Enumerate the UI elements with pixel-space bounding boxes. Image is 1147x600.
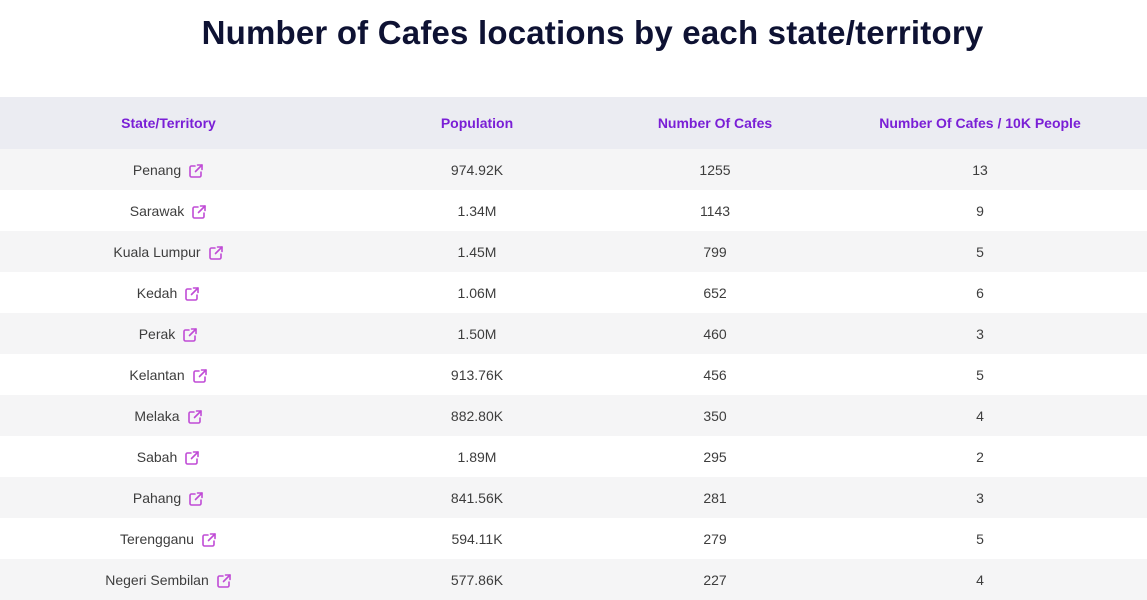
external-link-icon[interactable] bbox=[201, 532, 217, 548]
state-link[interactable]: Terengganu bbox=[120, 531, 217, 547]
state-name[interactable]: Penang bbox=[132, 161, 182, 178]
header-population[interactable]: Population bbox=[440, 115, 514, 131]
table-row: Penang 974.92K 1255 13 bbox=[0, 149, 1147, 190]
cafes-per-10k-cell: 13 bbox=[972, 161, 988, 178]
cafes-cell: 227 bbox=[703, 571, 727, 588]
cafes-per-10k-cell: 6 bbox=[976, 284, 984, 301]
state-name[interactable]: Kuala Lumpur bbox=[113, 243, 201, 260]
cafes-per-10k-cell: 4 bbox=[976, 407, 984, 424]
external-link-icon[interactable] bbox=[188, 491, 204, 507]
external-link-icon[interactable] bbox=[184, 286, 200, 302]
state-cell: Pahang bbox=[0, 477, 337, 518]
cafes-cell: 456 bbox=[703, 366, 727, 383]
state-name[interactable]: Melaka bbox=[134, 407, 180, 424]
cafes-per-10k-cell: 5 bbox=[976, 366, 984, 383]
population-cell: 1.06M bbox=[457, 284, 497, 301]
cafes-table: State/Territory Population Number Of Caf… bbox=[0, 97, 1147, 600]
cafes-cell: 1143 bbox=[699, 202, 731, 219]
state-cell: Kuala Lumpur bbox=[0, 231, 337, 272]
state-cell: Terengganu bbox=[0, 518, 337, 559]
table-row: Terengganu 594.11K 279 5 bbox=[0, 518, 1147, 559]
table-row: Sabah 1.89M 295 2 bbox=[0, 436, 1147, 477]
state-link[interactable]: Pahang bbox=[133, 490, 204, 506]
cafes-cell: 460 bbox=[703, 325, 727, 342]
cafes-per-10k-cell: 3 bbox=[976, 489, 984, 506]
external-link-icon[interactable] bbox=[188, 163, 204, 179]
cafes-per-10k-cell: 4 bbox=[976, 571, 984, 588]
header-state[interactable]: State/Territory bbox=[121, 115, 216, 131]
population-cell: 1.50M bbox=[457, 325, 497, 342]
state-cell: Perak bbox=[0, 313, 337, 354]
cafes-cell: 279 bbox=[703, 530, 727, 547]
state-link[interactable]: Melaka bbox=[134, 408, 202, 424]
state-cell: Kedah bbox=[0, 272, 337, 313]
cafes-per-10k-cell: 2 bbox=[976, 448, 984, 465]
state-cell: Sabah bbox=[0, 436, 337, 477]
state-link[interactable]: Kedah bbox=[137, 285, 200, 301]
cafes-cell: 799 bbox=[703, 243, 727, 260]
cafes-cell: 350 bbox=[703, 407, 727, 424]
state-cell: Kelantan bbox=[0, 354, 337, 395]
table-row: Kuala Lumpur 1.45M 799 5 bbox=[0, 231, 1147, 272]
external-link-icon[interactable] bbox=[191, 204, 207, 220]
table-row: Perak 1.50M 460 3 bbox=[0, 313, 1147, 354]
state-link[interactable]: Negeri Sembilan bbox=[105, 572, 232, 588]
external-link-icon[interactable] bbox=[182, 327, 198, 343]
population-cell: 1.34M bbox=[457, 202, 497, 219]
population-cell: 841.56K bbox=[450, 489, 504, 506]
state-name[interactable]: Kedah bbox=[136, 284, 178, 301]
state-cell: Penang bbox=[0, 149, 337, 190]
state-link[interactable]: Kelantan bbox=[129, 367, 207, 383]
cafes-per-10k-cell: 5 bbox=[976, 530, 984, 547]
table-header-row: State/Territory Population Number Of Caf… bbox=[0, 97, 1147, 149]
table-row: Kedah 1.06M 652 6 bbox=[0, 272, 1147, 313]
external-link-icon[interactable] bbox=[208, 245, 224, 261]
state-link[interactable]: Sarawak bbox=[130, 203, 207, 219]
table-body: Penang 974.92K 1255 13 Sarawak 1.34M 1143 9 Kual… bbox=[0, 149, 1147, 600]
state-name[interactable]: Kelantan bbox=[129, 366, 185, 383]
table-row: Melaka 882.80K 350 4 bbox=[0, 395, 1147, 436]
state-name[interactable]: Sabah bbox=[136, 448, 178, 465]
cafes-cell: 295 bbox=[703, 448, 727, 465]
state-link[interactable]: Kuala Lumpur bbox=[113, 244, 223, 260]
cafes-cell: 1255 bbox=[699, 161, 731, 178]
population-cell: 882.80K bbox=[450, 407, 504, 424]
table-row: Kelantan 913.76K 456 5 bbox=[0, 354, 1147, 395]
state-name[interactable]: Negeri Sembilan bbox=[105, 571, 209, 588]
state-link[interactable]: Perak bbox=[139, 326, 199, 342]
population-cell: 913.76K bbox=[450, 366, 504, 383]
population-cell: 1.89M bbox=[457, 448, 497, 465]
cafes-per-10k-cell: 5 bbox=[976, 243, 984, 260]
population-cell: 577.86K bbox=[450, 571, 504, 588]
population-cell: 1.45M bbox=[457, 243, 497, 260]
external-link-icon[interactable] bbox=[192, 368, 208, 384]
state-name[interactable]: Sarawak bbox=[129, 202, 185, 219]
table-row: Sarawak 1.34M 1143 9 bbox=[0, 190, 1147, 231]
population-cell: 594.11K bbox=[451, 530, 503, 547]
cafes-per-10k-cell: 3 bbox=[976, 325, 984, 342]
state-link[interactable]: Penang bbox=[133, 162, 204, 178]
cafes-table-container: State/Territory Population Number Of Caf… bbox=[0, 97, 1147, 600]
external-link-icon[interactable] bbox=[184, 450, 200, 466]
state-name[interactable]: Terengganu bbox=[120, 530, 194, 547]
cafes-cell: 281 bbox=[703, 489, 727, 506]
state-name[interactable]: Pahang bbox=[132, 489, 182, 506]
page-title: Number of Cafes locations by each state/… bbox=[201, 14, 984, 51]
state-cell: Sarawak bbox=[0, 190, 337, 231]
cafes-cell: 652 bbox=[703, 284, 727, 301]
external-link-icon[interactable] bbox=[216, 573, 232, 589]
state-link[interactable]: Sabah bbox=[137, 449, 200, 465]
state-cell: Melaka bbox=[0, 395, 337, 436]
population-cell: 974.92K bbox=[450, 161, 504, 178]
table-row: Negeri Sembilan 577.86K 227 4 bbox=[0, 559, 1147, 600]
state-cell: Negeri Sembilan bbox=[0, 559, 337, 600]
state-name[interactable]: Perak bbox=[138, 325, 176, 342]
header-cafes[interactable]: Number Of Cafes bbox=[657, 115, 773, 131]
header-cafes-per-10k[interactable]: Number Of Cafes / 10K People bbox=[879, 115, 1081, 131]
cafes-per-10k-cell: 9 bbox=[976, 202, 984, 219]
table-row: Pahang 841.56K 281 3 bbox=[0, 477, 1147, 518]
external-link-icon[interactable] bbox=[187, 409, 203, 425]
